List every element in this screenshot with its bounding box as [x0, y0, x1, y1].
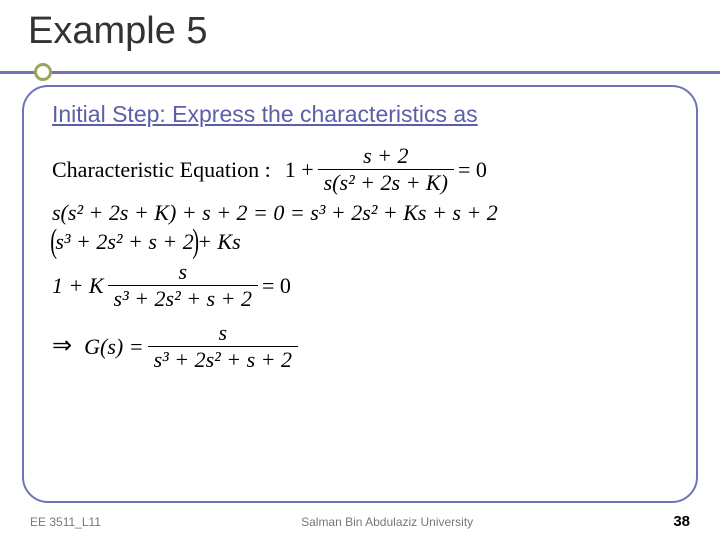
slide-footer: EE 3511_L11 Salman Bin Abdulaziz Univers…: [0, 513, 720, 530]
eq1-lhs: 1 +: [285, 158, 314, 181]
eq1-rhs: = 0: [458, 158, 487, 181]
eq5-denominator: s³ + 2s² + s + 2: [148, 348, 298, 372]
equation-line-4: 1 + K s s³ + 2s² + s + 2 = 0: [52, 260, 668, 311]
equation-line-1: Characteristic Equation : 1 + s + 2 s(s²…: [52, 144, 668, 195]
bullet-icon: [34, 63, 52, 81]
content-panel: Initial Step: Express the characteristic…: [22, 85, 698, 503]
slide-title: Example 5: [28, 10, 692, 53]
eq5-lhs: G(s) =: [84, 335, 143, 358]
eq5-numerator: s: [212, 321, 233, 345]
eq4-denominator: s³ + 2s² + s + 2: [108, 287, 258, 311]
implies-arrow-icon: ⇒: [52, 334, 72, 359]
subtitle-text: Initial Step: Express the characteristic…: [52, 101, 478, 128]
page-number: 38: [673, 513, 690, 530]
eq4-prefix: 1 + K: [52, 274, 104, 297]
eq5-fraction: s s³ + 2s² + s + 2: [148, 321, 298, 372]
eq4-numerator: s: [172, 260, 193, 284]
eq4-rhs: = 0: [262, 274, 291, 297]
eq4-fraction: s s³ + 2s² + s + 2: [108, 260, 258, 311]
eq1-denominator: s(s² + 2s + K): [318, 171, 454, 195]
eq1-prefix: Characteristic Equation :: [52, 158, 271, 181]
divider-band: [0, 63, 720, 81]
equation-line-2: s(s² + 2s + K) + s + 2 = 0 = s³ + 2s² + …: [52, 201, 668, 224]
eq3-group: s³ + 2s² + s + 2: [55, 230, 193, 253]
divider-line: [0, 71, 720, 74]
university-name: Salman Bin Abdulaziz University: [101, 515, 673, 529]
course-code: EE 3511_L11: [30, 515, 101, 529]
eq1-fraction: s + 2 s(s² + 2s + K): [318, 144, 454, 195]
eq3-tail: + Ks: [197, 230, 241, 253]
equations-block: Characteristic Equation : 1 + s + 2 s(s²…: [52, 144, 668, 372]
equation-line-5: ⇒ G(s) = s s³ + 2s² + s + 2: [52, 321, 668, 372]
equation-line-3: ( s³ + 2s² + s + 2 ) + Ks: [52, 230, 668, 253]
eq1-numerator: s + 2: [357, 144, 414, 168]
